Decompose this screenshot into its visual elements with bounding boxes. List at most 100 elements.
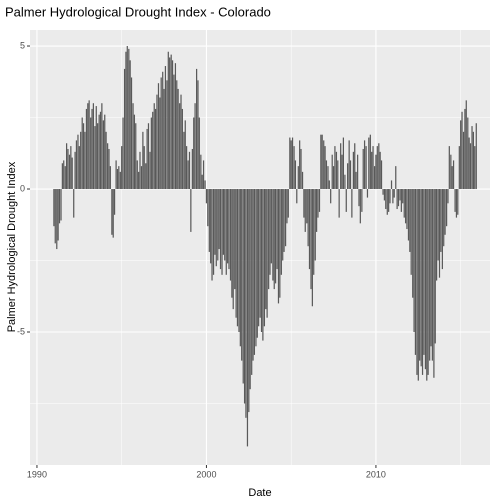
bar: [232, 189, 234, 310]
bar: [107, 143, 109, 190]
bar: [167, 51, 169, 190]
bar: [284, 189, 287, 247]
bar: [365, 146, 367, 190]
bar: [376, 146, 378, 190]
bar: [349, 160, 352, 190]
bar: [58, 189, 61, 224]
bar: [355, 171, 357, 190]
bar: [136, 160, 138, 190]
bar: [299, 140, 301, 190]
bar: [145, 163, 147, 190]
bar: [402, 189, 404, 204]
bar: [300, 148, 302, 190]
bar: [441, 189, 443, 270]
bar: [235, 189, 237, 318]
bar: [157, 83, 160, 190]
bar: [283, 189, 285, 252]
bar: [270, 189, 272, 264]
bar: [296, 189, 298, 204]
bar: [412, 189, 414, 298]
bar: [77, 134, 79, 190]
bar: [130, 77, 133, 190]
bar: [416, 189, 418, 375]
bar: [406, 189, 408, 230]
bar: [471, 126, 473, 190]
bar: [331, 154, 333, 190]
bar: [368, 137, 370, 190]
bar: [273, 189, 275, 290]
bar: [351, 189, 353, 218]
bar: [121, 146, 123, 190]
bar: [378, 143, 380, 190]
bar: [314, 189, 316, 261]
bar: [446, 189, 448, 227]
bar: [420, 189, 422, 367]
bar: [115, 160, 117, 190]
bar: [282, 189, 284, 261]
bar: [268, 189, 270, 290]
bar: [316, 189, 318, 232]
bar: [70, 146, 72, 190]
bar: [451, 166, 453, 190]
bar: [294, 160, 297, 190]
bar: [262, 189, 264, 341]
bar: [238, 189, 240, 333]
bar: [304, 189, 306, 232]
bar: [208, 189, 210, 252]
bar: [297, 166, 299, 190]
bar: [184, 120, 186, 190]
bar: [150, 117, 152, 190]
bar: [66, 143, 68, 190]
bar: [454, 189, 456, 212]
bar: [74, 151, 76, 190]
bar: [183, 131, 185, 190]
bar: [438, 189, 441, 278]
bar: [424, 189, 427, 370]
y-tick-label: -5: [17, 326, 25, 336]
bar: [421, 189, 424, 375]
bar: [205, 189, 208, 204]
bar: [396, 189, 398, 210]
bar: [73, 189, 75, 218]
bar: [84, 131, 86, 190]
bar: [397, 189, 400, 207]
bar: [191, 148, 193, 190]
bar: [154, 108, 157, 190]
bar: [344, 174, 346, 190]
bar: [327, 166, 329, 190]
bar: [260, 189, 263, 333]
bar: [142, 131, 144, 190]
bar: [102, 120, 104, 190]
bar: [200, 154, 202, 190]
bar: [251, 189, 253, 375]
bar: [159, 97, 161, 190]
bar: [176, 80, 178, 190]
x-tick-label: 2010: [366, 469, 386, 479]
bar: [90, 117, 92, 190]
y-tick-label: 0: [20, 183, 25, 193]
bar: [419, 189, 421, 361]
bar: [163, 88, 165, 190]
bar: [242, 189, 244, 384]
bar: [475, 123, 477, 190]
bar: [460, 120, 462, 190]
bar: [140, 166, 143, 190]
bar: [265, 189, 267, 310]
bar: [78, 146, 80, 190]
bar: [301, 171, 304, 190]
bar: [366, 189, 369, 198]
bar: [252, 189, 254, 361]
bar: [464, 108, 466, 190]
bar: [286, 189, 288, 224]
bar: [177, 88, 179, 190]
bar: [129, 60, 131, 190]
bar: [164, 66, 167, 190]
bar: [386, 189, 388, 215]
x-tick-label: 1990: [27, 469, 47, 479]
bar: [181, 108, 183, 190]
bar: [53, 189, 55, 227]
bar: [169, 57, 171, 190]
bar: [104, 114, 106, 190]
bar: [395, 166, 397, 190]
